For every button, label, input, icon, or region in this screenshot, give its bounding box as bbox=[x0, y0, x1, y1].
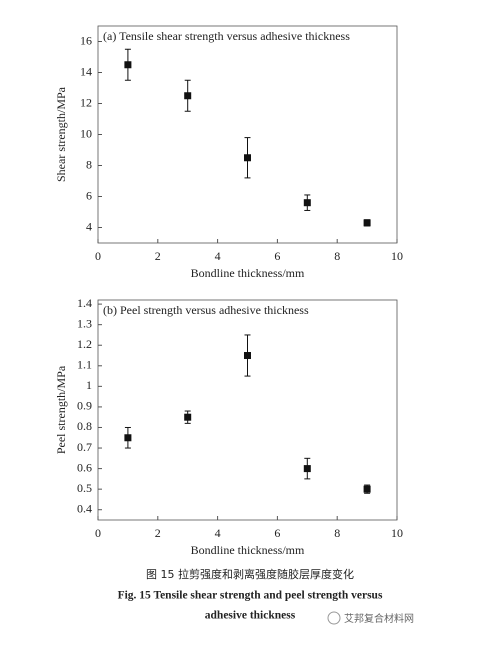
y-tick-label: 0.7 bbox=[77, 440, 92, 454]
point bbox=[363, 485, 371, 493]
point bbox=[303, 465, 311, 473]
x-tick-label: 8 bbox=[334, 249, 340, 263]
y-tick-label: 16 bbox=[80, 33, 92, 47]
y-tick-label: 1.3 bbox=[77, 316, 92, 330]
y-tick-label: 14 bbox=[80, 64, 92, 78]
x-axis-label: Bondline thickness/mm bbox=[191, 266, 305, 280]
y-tick-label: 10 bbox=[80, 126, 92, 140]
watermark-icon bbox=[327, 611, 341, 625]
y-axis-label: Shear strength/MPa bbox=[54, 86, 68, 182]
plot-frame bbox=[97, 299, 398, 521]
x-tick-label: 6 bbox=[274, 526, 280, 540]
chart-title: (b) Peel strength versus adhesive thickn… bbox=[103, 303, 309, 317]
point bbox=[124, 434, 132, 442]
y-axis-label: Peel strength/MPa bbox=[54, 365, 68, 454]
point bbox=[244, 352, 251, 360]
y-tick-label: 6 bbox=[86, 188, 92, 202]
chart-title: (a) Tensile shear strength versus adhesi… bbox=[103, 29, 350, 43]
x-tick-label: 6 bbox=[274, 249, 280, 263]
x-tick-label: 4 bbox=[215, 249, 221, 263]
x-tick-label: 8 bbox=[334, 526, 340, 540]
plot-frame bbox=[97, 25, 398, 244]
point bbox=[363, 219, 371, 227]
point bbox=[124, 61, 132, 69]
y-tick-label: 1 bbox=[86, 378, 92, 392]
caption-cn: 图 15 拉剪强度和剥离强度随胶层厚度变化 bbox=[146, 567, 354, 581]
x-tick-label: 0 bbox=[95, 526, 101, 540]
y-tick-label: 0.9 bbox=[77, 399, 92, 413]
x-tick-label: 0 bbox=[95, 249, 101, 263]
y-tick-label: 0.8 bbox=[77, 419, 92, 433]
y-tick-label: 0.4 bbox=[77, 501, 92, 515]
y-tick-label: 12 bbox=[80, 95, 92, 109]
x-tick-label: 10 bbox=[391, 526, 403, 540]
x-tick-label: 10 bbox=[391, 249, 403, 263]
x-axis-label: Bondline thickness/mm bbox=[191, 543, 305, 557]
caption-en: Fig. 15 Tensile shear strength and peel … bbox=[118, 590, 383, 602]
y-tick-label: 1.4 bbox=[77, 296, 92, 310]
x-tick-label: 4 bbox=[215, 526, 221, 540]
y-tick-label: 0.5 bbox=[77, 481, 92, 495]
y-tick-label: 1.1 bbox=[77, 358, 92, 372]
point bbox=[184, 92, 192, 100]
x-tick-label: 2 bbox=[155, 249, 161, 263]
point bbox=[303, 199, 311, 207]
y-tick-label: 1.2 bbox=[77, 337, 92, 351]
point bbox=[184, 413, 192, 421]
x-tick-label: 2 bbox=[155, 526, 161, 540]
point bbox=[244, 154, 251, 162]
watermark: 艾邦复合材料网 bbox=[344, 612, 414, 625]
y-tick-label: 0.6 bbox=[77, 460, 92, 474]
caption-en: adhesive thickness bbox=[205, 610, 296, 622]
y-tick-label: 8 bbox=[86, 157, 92, 171]
y-tick-label: 4 bbox=[86, 219, 92, 233]
